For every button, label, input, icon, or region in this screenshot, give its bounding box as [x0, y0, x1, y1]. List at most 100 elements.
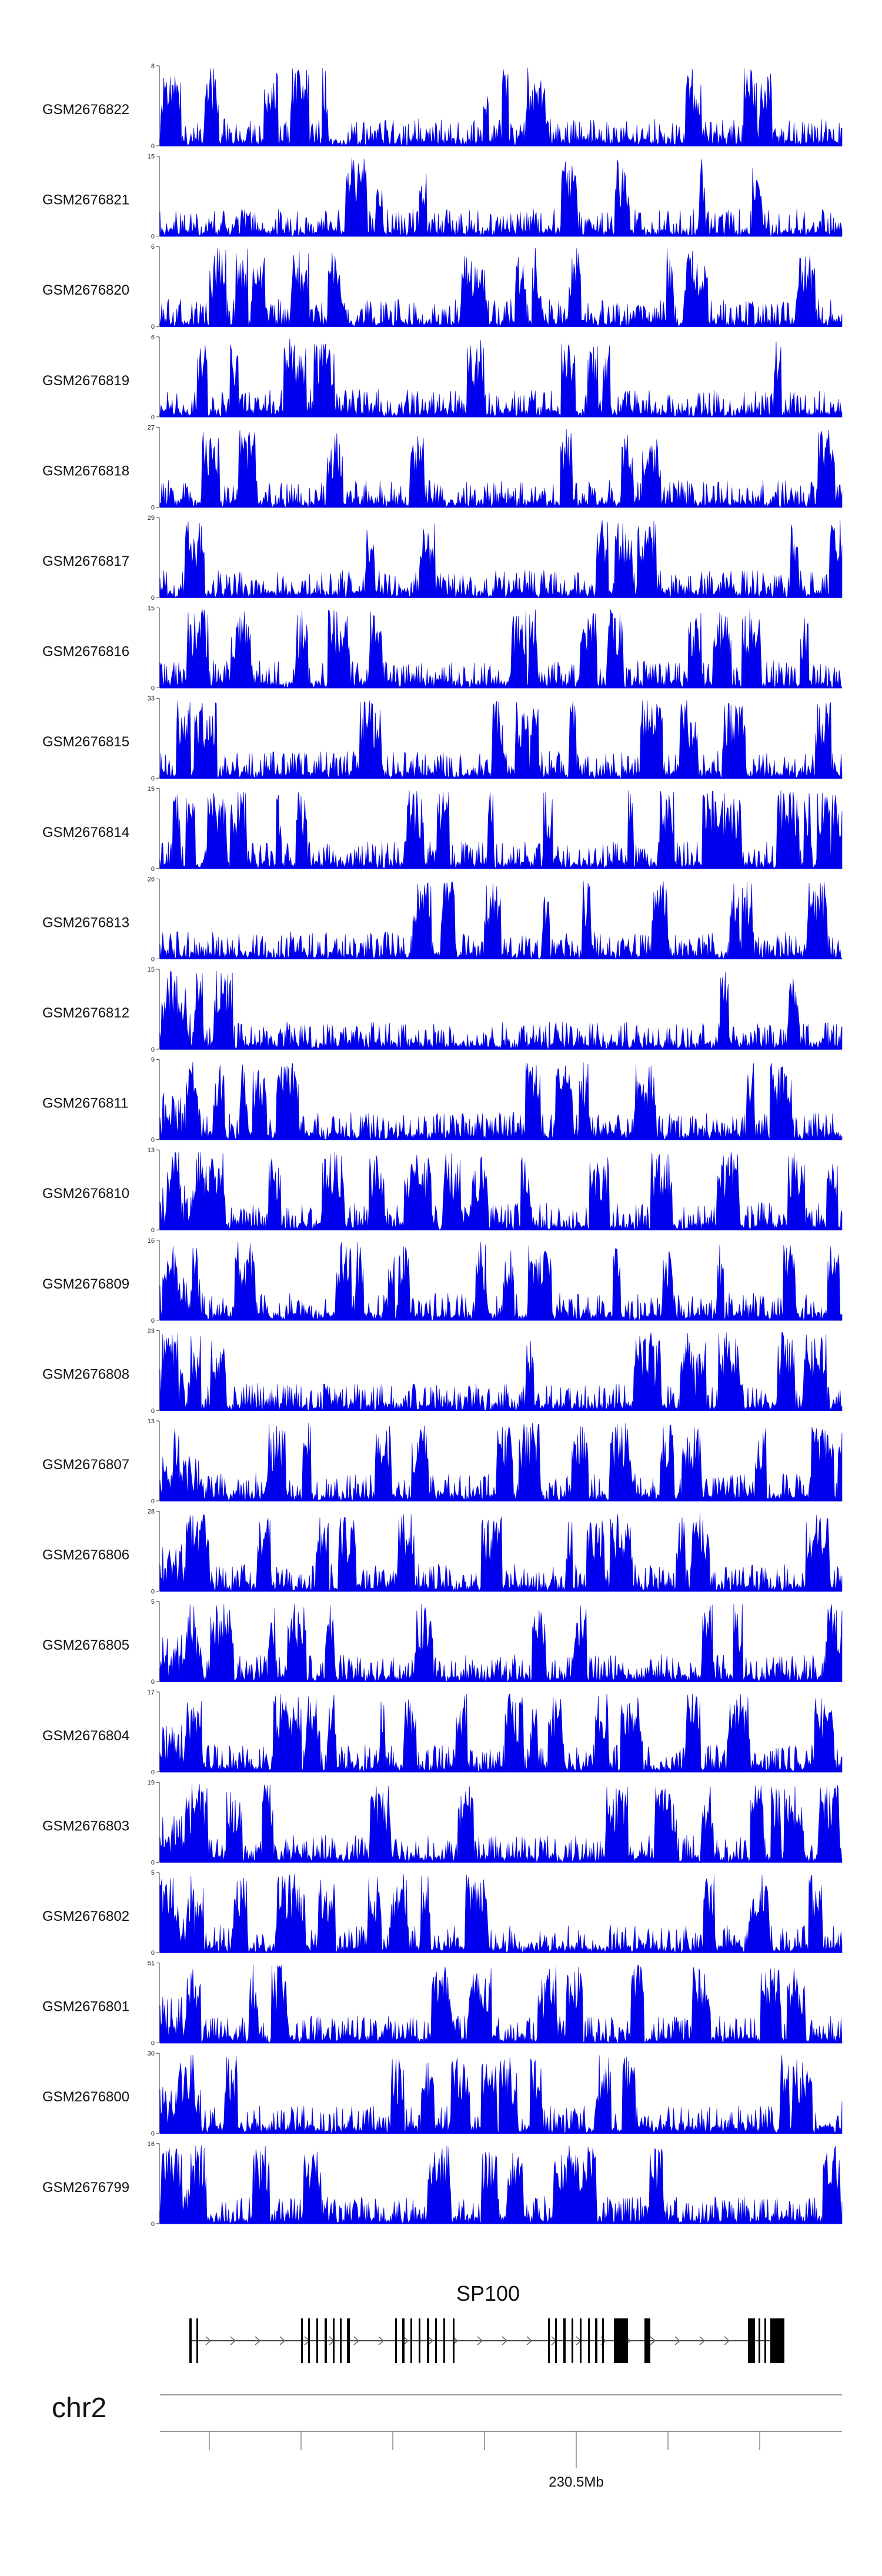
track-ymin-label: 0 — [151, 1046, 155, 1053]
track-ymax-label: 15 — [148, 966, 155, 973]
track-label: GSM2676813 — [42, 915, 129, 930]
track-ymax-label: 5 — [151, 1870, 155, 1877]
strand-arrow — [427, 2336, 434, 2345]
track-ymin-label: 0 — [151, 2130, 155, 2137]
track-label: GSM2676799 — [42, 2180, 129, 2195]
track-ymin-label: 0 — [151, 233, 155, 241]
track-label: GSM2676819 — [42, 373, 129, 389]
track-GSM2676806: GSM2676806 28 0 — [42, 1509, 843, 1596]
track-ymax-label: 28 — [148, 1509, 155, 1516]
exon — [347, 2318, 350, 2363]
track-label: GSM2676817 — [42, 553, 129, 569]
exon — [196, 2318, 198, 2363]
track-ymin-label: 0 — [151, 1679, 155, 1686]
track-label: GSM2676803 — [42, 1818, 129, 1834]
exon — [308, 2318, 310, 2363]
exon — [333, 2318, 335, 2363]
track-ymin-label: 0 — [151, 504, 155, 511]
track-label: GSM2676806 — [42, 1547, 129, 1563]
track-GSM2676821: GSM2676821 15 0 — [42, 154, 843, 241]
track-GSM2676800: GSM2676800 30 0 — [42, 2050, 843, 2137]
track-ymax-label: 5 — [151, 1599, 155, 1606]
exon — [748, 2318, 755, 2363]
track-GSM2676820: GSM2676820 6 0 — [42, 243, 843, 331]
track-label: GSM2676802 — [42, 1908, 129, 1924]
exon — [395, 2318, 397, 2363]
track-ymin-label: 0 — [151, 1227, 155, 1234]
strand-arrow — [477, 2336, 483, 2345]
coverage-signal — [159, 1423, 843, 1501]
track-label: GSM2676800 — [42, 2089, 129, 2105]
track-label: GSM2676804 — [42, 1728, 129, 1744]
track-ymin-label: 0 — [151, 685, 155, 692]
track-ymax-label: 8 — [151, 63, 155, 70]
track-ymax-label: 19 — [148, 1779, 155, 1786]
strand-arrow — [353, 2336, 360, 2345]
track-ymax-label: 13 — [148, 1147, 155, 1154]
exon — [427, 2318, 429, 2363]
coverage-signal — [159, 2145, 843, 2224]
track-GSM2676803: GSM2676803 19 0 — [42, 1779, 843, 1866]
track-ymin-label: 0 — [151, 956, 155, 963]
track-ymax-label: 9 — [151, 1057, 155, 1064]
coverage-tracks: GSM267682280GSM2676821150GSM267682060GSM… — [42, 63, 843, 2228]
track-ymax-label: 17 — [148, 1689, 155, 1696]
track-ymin-label: 0 — [151, 1498, 155, 1505]
coordinate-axis-ticks — [209, 2431, 760, 2468]
coverage-signal — [159, 338, 843, 418]
exon — [325, 2318, 327, 2363]
chromosome-label: chr2 — [52, 2393, 106, 2424]
exon — [764, 2318, 766, 2363]
track-label: GSM2676812 — [42, 1005, 129, 1021]
track-GSM2676815: GSM2676815 33 0 — [42, 695, 843, 782]
coverage-signal — [159, 520, 843, 598]
exon — [580, 2318, 582, 2363]
track-ymin-label: 0 — [151, 1859, 155, 1866]
strand-arrow — [279, 2336, 286, 2345]
exon — [435, 2318, 437, 2363]
track-ymax-label: 26 — [148, 876, 155, 883]
track-label: GSM2676808 — [42, 1366, 129, 1382]
track-ymin-label: 0 — [151, 1769, 155, 1776]
track-label: GSM2676821 — [42, 192, 129, 208]
coverage-signal — [159, 1242, 843, 1321]
track-ymax-label: 29 — [148, 515, 155, 522]
gene-label: SP100 — [456, 2281, 520, 2305]
track-GSM2676816: GSM2676816 15 0 — [42, 605, 843, 692]
track-ymin-label: 0 — [151, 1589, 155, 1596]
exon — [340, 2318, 342, 2363]
track-GSM2676812: GSM2676812 15 0 — [42, 966, 843, 1053]
track-GSM2676817: GSM2676817 29 0 — [42, 515, 843, 602]
exon — [443, 2318, 445, 2363]
track-label: GSM2676816 — [42, 644, 129, 660]
track-ymin-label: 0 — [151, 1950, 155, 1957]
coverage-signal — [159, 1151, 843, 1231]
exon — [419, 2318, 420, 2363]
exon — [644, 2318, 650, 2363]
track-ymin-label: 0 — [151, 866, 155, 873]
exon — [572, 2318, 573, 2363]
track-label: GSM2676810 — [42, 1186, 129, 1202]
gene-track: SP100 — [189, 2281, 784, 2363]
exon — [595, 2318, 597, 2363]
track-GSM2676807: GSM2676807 13 0 — [42, 1418, 843, 1505]
coverage-signal — [159, 609, 843, 688]
strand-arrow — [699, 2336, 706, 2345]
strand-arrow — [205, 2336, 212, 2345]
track-ymax-label: 15 — [148, 154, 155, 161]
track-ymax-label: 23 — [148, 1327, 155, 1334]
coverage-signal — [159, 429, 843, 508]
track-label: GSM2676811 — [42, 1096, 128, 1112]
track-ymin-label: 0 — [151, 143, 155, 150]
exon — [316, 2318, 318, 2363]
coverage-signal — [159, 700, 843, 779]
coverage-signal — [159, 67, 843, 147]
track-GSM2676808: GSM2676808 23 0 — [42, 1327, 843, 1414]
track-ymax-label: 6 — [151, 334, 155, 341]
track-GSM2676802: GSM2676802 5 0 — [42, 1870, 843, 1957]
track-ymax-label: 51 — [148, 1960, 155, 1967]
track-ymin-label: 0 — [151, 1137, 155, 1144]
coverage-signal — [159, 2054, 843, 2134]
coverage-signal — [159, 158, 843, 237]
